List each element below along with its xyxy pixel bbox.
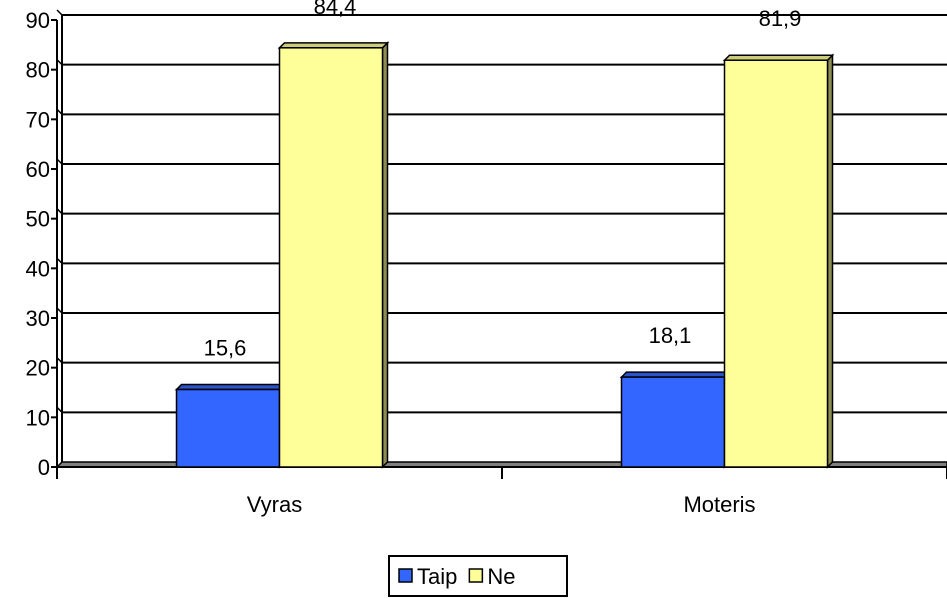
data-label: 18,1: [649, 323, 692, 348]
legend-entry-taip: Taip: [417, 564, 457, 589]
legend-swatch-taip: [398, 568, 413, 583]
legend-swatch-ne: [468, 568, 484, 583]
x-category-label: Moteris: [683, 492, 755, 517]
y-tick-label: 60: [26, 157, 50, 182]
gridline-side: [56, 9, 63, 16]
y-tick-label: 10: [26, 405, 50, 430]
data-label: 81,9: [759, 6, 802, 31]
y-tick-label: 80: [26, 58, 50, 83]
y-tick-label: 50: [26, 207, 50, 232]
y-tick-labels: 0 10 20 30 40 50 60 70 80 90: [26, 8, 50, 480]
bars: [174, 41, 835, 469]
y-tick-label: 20: [26, 356, 50, 381]
bar-top: [277, 42, 390, 49]
y-tick-label: 40: [26, 256, 50, 281]
data-label: 15,6: [204, 336, 247, 361]
legend-entry-ne: Ne: [487, 564, 515, 589]
bar-taip-moteris: [620, 376, 726, 468]
y-tick-label: 90: [26, 8, 50, 33]
legend: Taip Ne: [388, 555, 568, 597]
y-tick-label: 70: [26, 107, 50, 132]
data-label: 84,4: [314, 0, 357, 19]
y-tick-label: 30: [26, 306, 50, 331]
x-category-label: Vyras: [247, 492, 302, 517]
bar-ne-vyras: [278, 47, 384, 468]
data-labels: 15,6 84,4 18,1 81,9: [204, 0, 802, 361]
bar-ne-moteris: [723, 59, 829, 468]
bar-taip-vyras: [175, 388, 281, 468]
x-category-labels: Vyras Moteris: [247, 492, 756, 517]
y-tick-label: 0: [38, 455, 50, 480]
